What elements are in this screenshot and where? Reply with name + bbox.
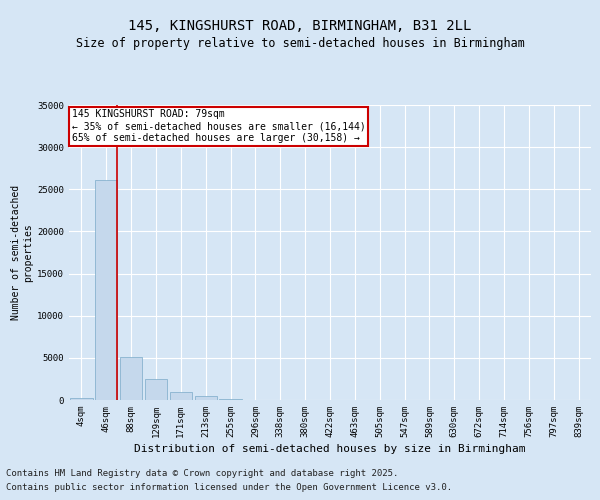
X-axis label: Distribution of semi-detached houses by size in Birmingham: Distribution of semi-detached houses by … (134, 444, 526, 454)
Bar (145, 379, 167, 400)
Text: Contains HM Land Registry data © Crown copyright and database right 2025.: Contains HM Land Registry data © Crown c… (6, 468, 398, 477)
Bar (70, 398, 92, 400)
Bar (95, 180, 118, 400)
Text: 145 KINGSHURST ROAD: 79sqm
← 35% of semi-detached houses are smaller (16,144)
65: 145 KINGSHURST ROAD: 79sqm ← 35% of semi… (71, 110, 365, 142)
Y-axis label: Number of semi-detached
properties: Number of semi-detached properties (11, 185, 33, 320)
Bar (194, 396, 217, 400)
Text: Size of property relative to semi-detached houses in Birmingham: Size of property relative to semi-detach… (76, 37, 524, 50)
Text: 145, KINGSHURST ROAD, BIRMINGHAM, B31 2LL: 145, KINGSHURST ROAD, BIRMINGHAM, B31 2L… (128, 18, 472, 32)
Bar (220, 398, 242, 400)
Text: Contains public sector information licensed under the Open Government Licence v3: Contains public sector information licen… (6, 484, 452, 492)
Bar (170, 392, 192, 400)
Bar (120, 357, 142, 400)
